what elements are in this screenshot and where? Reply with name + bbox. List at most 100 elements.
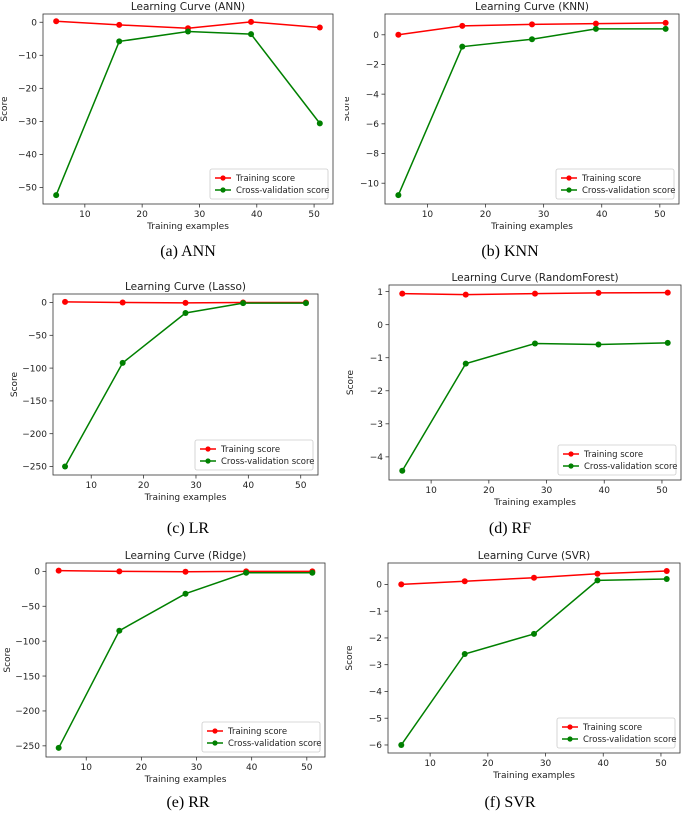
- chart-knn: Learning Curve (KNN) 10 20 30 40 50 0 −2 −4 −6 −8 −…: [342, 1, 680, 232]
- x-tick-label: 30: [190, 481, 202, 491]
- x-axis-label: Training examples: [490, 222, 573, 232]
- x-tick-label: 10: [86, 481, 98, 491]
- x-tick-label: 10: [81, 763, 93, 773]
- legend-marker: [212, 728, 218, 734]
- x-tick-label: 30: [540, 759, 552, 769]
- x-tick-label: 40: [246, 763, 258, 773]
- legend-marker: [205, 458, 211, 464]
- data-point: [182, 310, 189, 317]
- y-tick-label: −150: [22, 397, 47, 407]
- data-point: [595, 289, 602, 296]
- y-tick-label: −50: [21, 602, 40, 612]
- data-point: [395, 31, 402, 38]
- chart-panel-ann: Learning Curve (ANN) 10 20 30 40 50 0 −10 −20 −30…: [0, 0, 340, 236]
- legend-box: [555, 168, 675, 200]
- data-point: [116, 38, 123, 45]
- y-tick-label: −5: [369, 714, 382, 724]
- x-tick-label: 30: [541, 486, 553, 496]
- x-tick-label: 10: [424, 759, 436, 769]
- x-tick-label: 20: [480, 210, 492, 220]
- x-axis-label: Training examples: [144, 775, 227, 785]
- y-tick-label: −40: [18, 151, 37, 161]
- data-point: [592, 25, 599, 32]
- data-point: [248, 31, 255, 38]
- chart-title: Learning Curve (SVR): [478, 550, 591, 562]
- data-point: [531, 574, 537, 581]
- plot-frame: [388, 284, 682, 481]
- data-point: [395, 192, 402, 199]
- legend-marker: [212, 740, 218, 746]
- data-point: [182, 568, 189, 575]
- y-tick-label: 0: [41, 299, 47, 309]
- data-point: [243, 569, 250, 576]
- data-point: [532, 290, 538, 297]
- legend-marker: [220, 187, 226, 193]
- y-tick-label: −200: [15, 707, 40, 717]
- plot-frame: [387, 562, 681, 754]
- legend-marker: [220, 175, 226, 181]
- y-tick-label: −8: [366, 150, 380, 160]
- data-point: [461, 578, 468, 585]
- chart-title: Learning Curve (Ridge): [125, 550, 246, 562]
- data-point: [594, 570, 601, 577]
- data-point: [62, 463, 69, 470]
- legend-label: Cross-validation score: [221, 457, 315, 467]
- data-point: [240, 300, 247, 307]
- legend-box: [201, 721, 321, 753]
- y-axis-label: Score: [3, 647, 13, 673]
- chart-panel-svr: Learning Curve (SVR) 10 20 30 40 50 0 −1 −2 −3 −4 −…: [345, 545, 685, 785]
- x-tick-label: 20: [138, 481, 150, 491]
- y-tick-label: −10: [360, 179, 379, 189]
- legend-box: [557, 444, 677, 476]
- legend-label: Training score: [227, 727, 287, 737]
- chart-ann: Learning Curve (ANN) 10 20 30 40 50 0 −10 −20 −30…: [0, 1, 334, 232]
- legend-label: Cross-validation score: [582, 186, 676, 196]
- data-point: [119, 299, 126, 306]
- plot-frame: [45, 562, 326, 758]
- x-tick-label: 20: [483, 486, 495, 496]
- data-point: [182, 590, 189, 597]
- x-tick-label: 50: [308, 210, 320, 220]
- chart-title: Learning Curve (ANN): [131, 1, 245, 13]
- y-tick-label: 0: [34, 568, 40, 578]
- y-tick-label: −6: [369, 741, 383, 751]
- x-tick-label: 40: [251, 210, 263, 220]
- chart-lasso: Learning Curve (Lasso) 10 20 30 40 50 0 −50 −100…: [10, 281, 319, 503]
- y-tick-label: 0: [31, 18, 37, 28]
- x-tick-label: 50: [655, 759, 667, 769]
- data-point: [309, 569, 316, 576]
- y-tick-label: −3: [369, 661, 382, 671]
- y-tick-label: −50: [18, 184, 37, 194]
- chart-panel-lasso: Learning Curve (Lasso) 10 20 30 40 50 0 −50 −100…: [0, 280, 340, 505]
- data-point: [594, 577, 601, 584]
- y-axis-label: Score: [0, 96, 10, 122]
- x-tick-label: 50: [295, 481, 307, 491]
- chart-title: Learning Curve (Lasso): [125, 281, 246, 293]
- data-point: [664, 289, 671, 296]
- y-tick-label: −200: [22, 430, 47, 440]
- y-axis-label: Score: [345, 96, 352, 122]
- y-tick-label: −150: [15, 672, 40, 682]
- legend-label: Cross-validation score: [583, 735, 677, 745]
- legend-label: Training score: [235, 174, 295, 184]
- data-point: [399, 467, 406, 474]
- data-point: [532, 340, 538, 347]
- chart-panel-knn: Learning Curve (KNN) 10 20 30 40 50 0 −2 −4 −6 −8 −…: [342, 0, 685, 236]
- y-tick-label: 0: [377, 321, 383, 331]
- data-point: [662, 25, 669, 32]
- y-tick-label: −2: [369, 634, 382, 644]
- legend-box: [556, 717, 676, 749]
- data-point: [462, 360, 469, 367]
- x-tick-label: 40: [243, 481, 255, 491]
- legend-label: Cross-validation score: [228, 739, 322, 749]
- chart-panel-randomforest: Learning Curve (RandomForest) 10 20 30 40 50 1…: [345, 270, 685, 510]
- data-point: [116, 568, 123, 575]
- x-tick-label: 40: [596, 210, 608, 220]
- legend-label: Cross-validation score: [584, 462, 678, 472]
- legend-marker: [568, 451, 574, 457]
- legend-marker: [567, 736, 573, 742]
- y-tick-label: −30: [18, 118, 37, 128]
- data-point: [53, 18, 60, 25]
- y-tick-label: 0: [373, 31, 379, 41]
- x-axis-label: Training examples: [492, 771, 575, 781]
